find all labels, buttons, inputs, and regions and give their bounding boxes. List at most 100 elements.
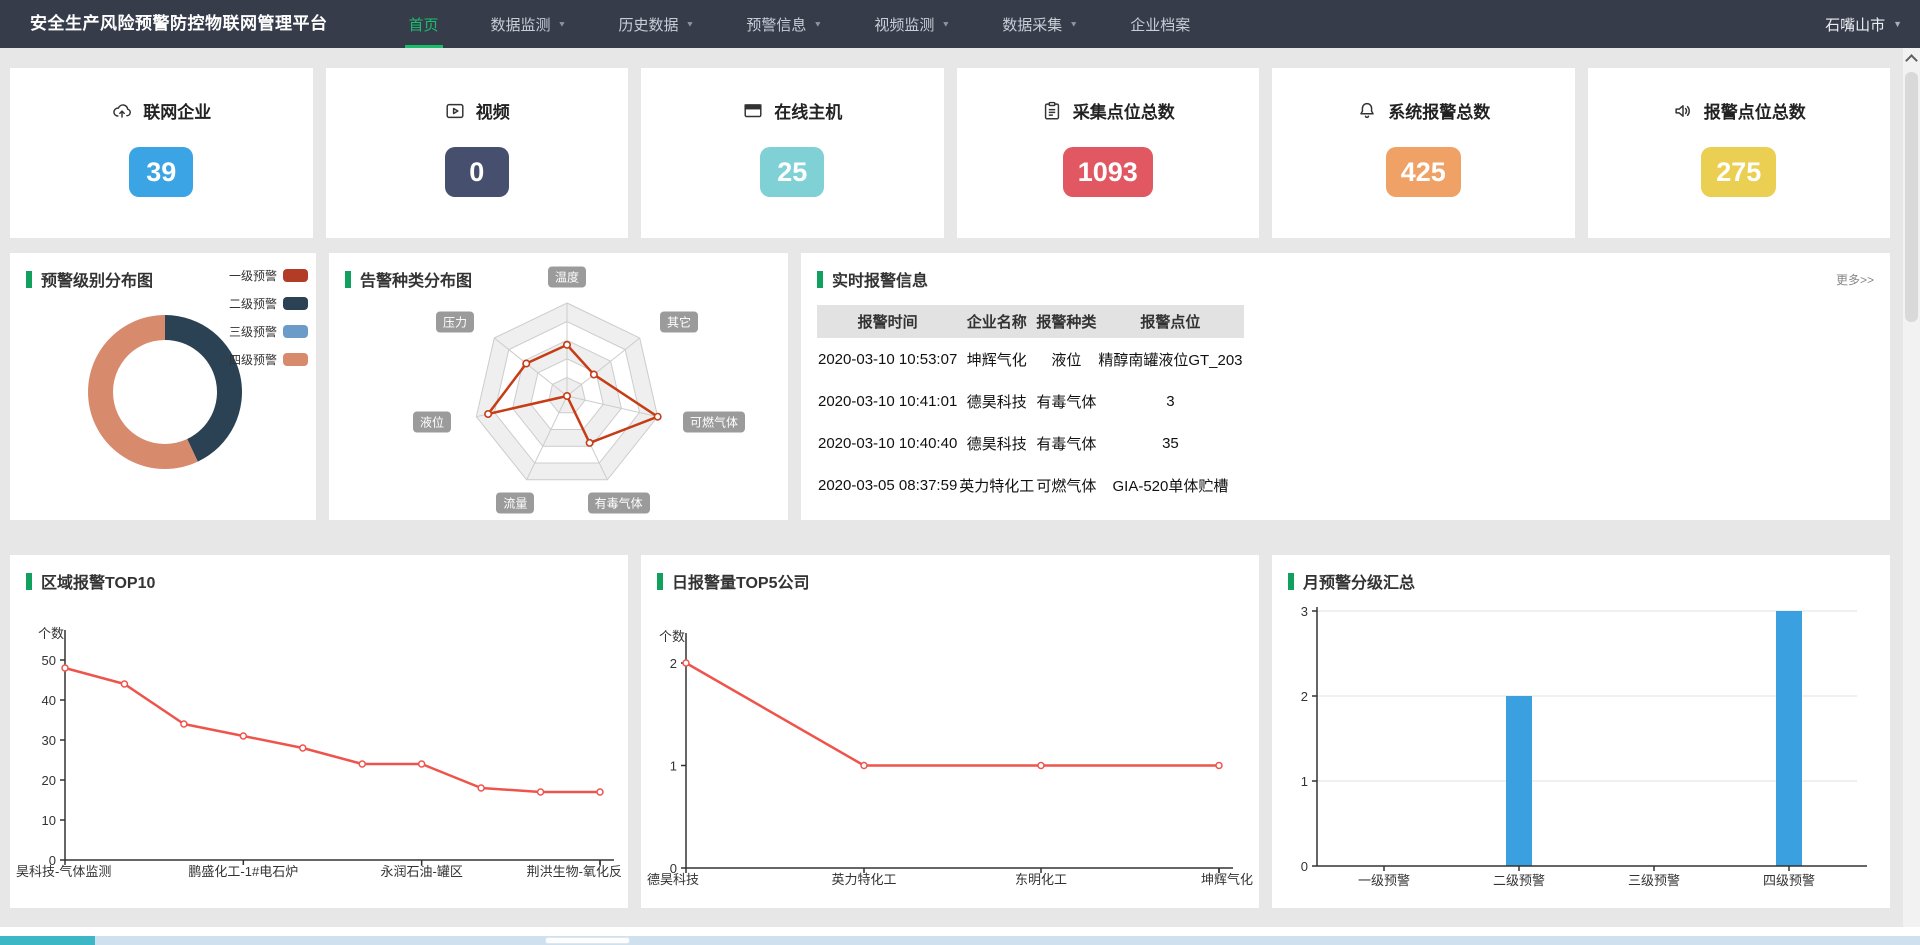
stat-label: 视频 [475, 103, 510, 122]
charts-row-1: 预警级别分布图 一级预警 二级预警 三级预警 四级预警 告警种类分布图 温度 其它 可燃气… [10, 253, 1890, 520]
nav-item-label: 数据采集 [1002, 16, 1063, 34]
donut-legend: 一级预警二级预警三级预警四级预警 [229, 267, 308, 379]
monthly-warning-summary-card: 月预警分级汇总 0 1 2 3 一级预警 二级预警 三级预警 四级预警 [1272, 555, 1890, 908]
svg-text:30: 30 [42, 733, 56, 748]
cloud-upload-icon [111, 100, 133, 122]
legend-label: 二级预警 [228, 297, 277, 311]
table-cell: 3 [1166, 392, 1175, 410]
region-selector[interactable]: 石嘴山市 ▼ [1807, 0, 1920, 48]
stat-value-badge: 0 [444, 146, 509, 197]
svg-text:三级预警: 三级预警 [1628, 873, 1680, 888]
title-marker [817, 270, 823, 288]
legend-item[interactable]: 四级预警 [229, 351, 308, 368]
radar-axis-line [493, 337, 568, 397]
radar-axis-label: 压力 [435, 311, 474, 333]
chevron-down-icon: ▼ [1893, 19, 1902, 29]
legend-swatch [283, 325, 308, 338]
realtime-alarm-card: 实时报警信息 更多>> 报警时间 企业名称 报警种类 报警点位 2020-03-10 … [801, 253, 1890, 520]
line-chart-title: 区域报警TOP10 [41, 575, 156, 592]
legend-item[interactable]: 二级预警 [229, 295, 308, 312]
svg-text:50: 50 [42, 653, 56, 668]
svg-text:0: 0 [670, 861, 677, 876]
nav-menu: 首页 数据监测 ▼ 历史数据 ▼ 预警信息 ▼ 视频监测 ▼ 数据采集 ▼ 企业档案 [383, 0, 1217, 48]
nav-item-label: 首页 [408, 16, 439, 34]
nav-item-label: 视频监测 [874, 16, 935, 34]
title-marker [26, 572, 32, 590]
stat-label: 系统报警总数 [1388, 103, 1491, 122]
radar-axis-label: 温度 [547, 266, 587, 288]
table-cell: 坤辉气化 [966, 351, 1027, 369]
svg-text:1: 1 [670, 759, 677, 774]
stat-label: 采集点位总数 [1072, 103, 1175, 122]
table-row[interactable]: 2020-03-05 08:37:59 英力特化工 可燃气体 GIA-520单体贮槽 [817, 464, 1244, 506]
monitor-icon [742, 100, 764, 122]
stat-card: 视频 0 [325, 68, 628, 238]
svg-text:东明化工: 东明化工 [1015, 872, 1067, 887]
nav-item-label: 预警信息 [746, 16, 807, 34]
svg-text:永润石油-罐区: 永润石油-罐区 [380, 864, 462, 879]
table-cell: 精醇南罐液位GT_203 [1098, 351, 1243, 369]
stat-value-badge: 1093 [1062, 146, 1153, 197]
region-label: 石嘴山市 [1825, 16, 1886, 34]
svg-text:3: 3 [1301, 604, 1308, 619]
table-cell: 2020-03-05 08:37:59 [818, 476, 958, 494]
horizontal-scrollbar[interactable] [0, 927, 1920, 945]
scroll-up-arrow-icon[interactable] [1905, 54, 1918, 67]
legend-item[interactable]: 一级预警 [229, 267, 308, 284]
vertical-scrollbar[interactable] [1903, 48, 1920, 927]
nav-item-data-monitor[interactable]: 数据监测 ▼ [465, 0, 593, 48]
vertical-scrollbar-thumb[interactable] [1905, 72, 1918, 322]
table-cell: GIA-520单体贮槽 [1112, 477, 1229, 495]
donut-chart-title: 预警级别分布图 [41, 273, 154, 290]
stat-card-header: 报警点位总数 [1672, 98, 1806, 123]
nav-item-label: 企业档案 [1130, 16, 1191, 34]
table-header-cell: 报警种类 [1035, 305, 1098, 338]
table-cell: 35 [1162, 434, 1179, 452]
table-row[interactable]: 2020-03-10 10:40:40 德昊科技 有毒气体 35 [817, 422, 1244, 464]
svg-text:荆洪生物-氧化反: 荆洪生物-氧化反 [527, 864, 622, 879]
alarm-type-distribution-card: 告警种类分布图 温度 其它 可燃气体 有毒气体 流量 液位 压力 [329, 253, 788, 520]
legend-item[interactable]: 三级预警 [229, 323, 308, 340]
charts-row-2: 区域报警TOP10 0 10 20 30 40 50 个数 昊科技-气体监测 鹏盛化工-1#电石… [10, 555, 1890, 908]
card-title: 日报警量TOP5公司 [657, 569, 810, 593]
nav-item-enterprise-archive[interactable]: 企业档案 [1104, 0, 1216, 48]
stat-card: 系统报警总数 425 [1272, 68, 1575, 238]
bar [1776, 611, 1802, 866]
horizontal-scrollbar-thumb[interactable] [545, 937, 630, 944]
chevron-down-icon: ▼ [557, 19, 567, 29]
stat-value-badge: 275 [1701, 146, 1777, 197]
legend-label: 四级预警 [228, 353, 277, 367]
svg-text:四级预警: 四级预警 [1763, 873, 1815, 888]
stat-card: 采集点位总数 1093 [956, 68, 1259, 238]
legend-swatch [283, 269, 308, 282]
radar-axis-label: 其它 [660, 311, 699, 333]
table-cell: 德昊科技 [966, 435, 1027, 453]
radar-axis-label: 液位 [412, 411, 451, 433]
table-row[interactable]: 2020-03-10 10:53:07 坤辉气化 液位 精醇南罐液位GT_203 [817, 338, 1244, 380]
radar-data-point [484, 410, 493, 419]
nav-item-video-monitor[interactable]: 视频监测 ▼ [848, 0, 976, 48]
bar [1506, 696, 1532, 866]
table-cell: 2020-03-10 10:41:01 [818, 392, 958, 410]
stat-label: 在线主机 [774, 103, 843, 122]
radar-data-polygon [486, 343, 659, 445]
nav-item-warning-info[interactable]: 预警信息 ▼ [720, 0, 848, 48]
svg-text:2: 2 [1301, 689, 1308, 704]
table-row[interactable]: 2020-03-10 10:41:01 德昊科技 有毒气体 3 [817, 380, 1244, 422]
svg-text:昊科技-气体监测: 昊科技-气体监测 [16, 864, 111, 879]
stat-label: 报警点位总数 [1703, 103, 1806, 122]
nav-item-home[interactable]: 首页 [383, 0, 465, 48]
top-nav: 安全生产风险预警防控物联网管理平台 首页 数据监测 ▼ 历史数据 ▼ 预警信息 ▼ 视频监测 ▼… [0, 0, 1920, 48]
horizontal-scrollbar-track[interactable] [0, 936, 1920, 945]
nav-item-history-data[interactable]: 历史数据 ▼ [592, 0, 720, 48]
svg-text:德昊科技: 德昊科技 [647, 872, 699, 887]
stat-card-header: 系统报警总数 [1356, 98, 1490, 123]
table-cell: 2020-03-10 10:40:40 [818, 434, 958, 452]
card-title: 预警级别分布图 [26, 267, 153, 291]
video-icon [444, 100, 466, 122]
table-cell: 德昊科技 [966, 393, 1027, 411]
svg-text:一级预警: 一级预警 [1358, 873, 1410, 888]
more-link[interactable]: 更多>> [1835, 273, 1874, 287]
nav-item-data-collect[interactable]: 数据采集 ▼ [976, 0, 1104, 48]
title-marker [1288, 572, 1294, 590]
